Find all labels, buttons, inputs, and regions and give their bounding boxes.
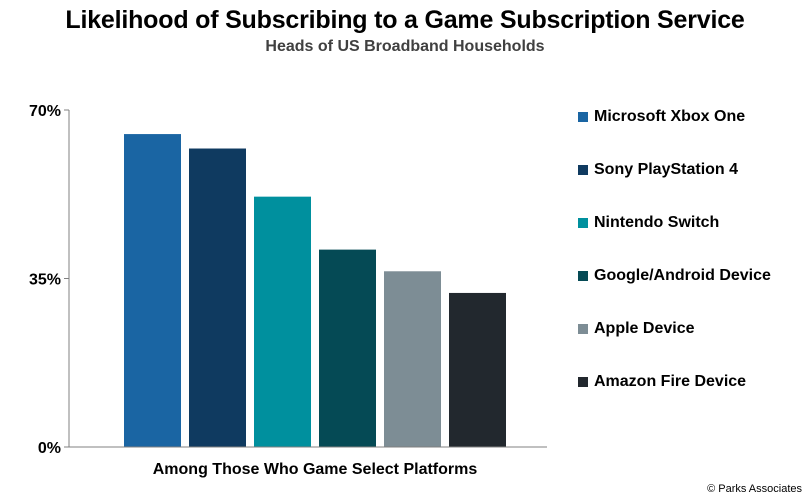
y-tick-label: 0% [38,440,61,457]
legend-item: Apple Device [578,317,694,341]
bar-google-android-device [319,249,376,447]
legend-item: Sony PlayStation 4 [578,158,738,182]
bar-apple-device [384,271,441,447]
y-tick-label: 35% [29,272,61,289]
legend-swatch [578,165,588,175]
legend-swatch [578,377,588,387]
legend-label: Amazon Fire Device [594,373,747,390]
legend-item: Amazon Fire Device [578,370,746,394]
y-axis: 0% 35% 70% [29,103,70,457]
legend-label: Sony PlayStation 4 [594,161,739,178]
x-axis: Among Those Who Game Select Platforms [69,446,547,478]
legend-item: Nintendo Switch [578,211,719,235]
bar-microsoft-xbox-one [124,134,181,448]
legend-swatch [578,218,588,228]
legend-item: Microsoft Xbox One [578,105,745,129]
legend-label: Google/Android Device [594,267,771,284]
legend-item: Google/Android Device [578,264,771,288]
legend-label: Microsoft Xbox One [594,108,746,125]
chart-title: Likelihood of Subscribing to a Game Subs… [65,6,745,34]
legend-label: Nintendo Switch [594,214,720,231]
bar-amazon-fire-device [449,292,506,447]
y-tick-label: 70% [29,103,61,120]
legend-swatch [578,112,588,122]
x-category-label: Among Those Who Game Select Platforms [153,461,478,478]
bar-sony-playstation-4 [189,148,246,447]
copyright-notice: © Parks Associates [707,483,802,495]
chart-subtitle: Heads of US Broadband Households [265,38,545,55]
bar-nintendo-switch [254,196,311,447]
bar-group [124,134,506,448]
legend-swatch [578,324,588,334]
legend-swatch [578,271,588,281]
legend-label: Apple Device [594,320,695,337]
